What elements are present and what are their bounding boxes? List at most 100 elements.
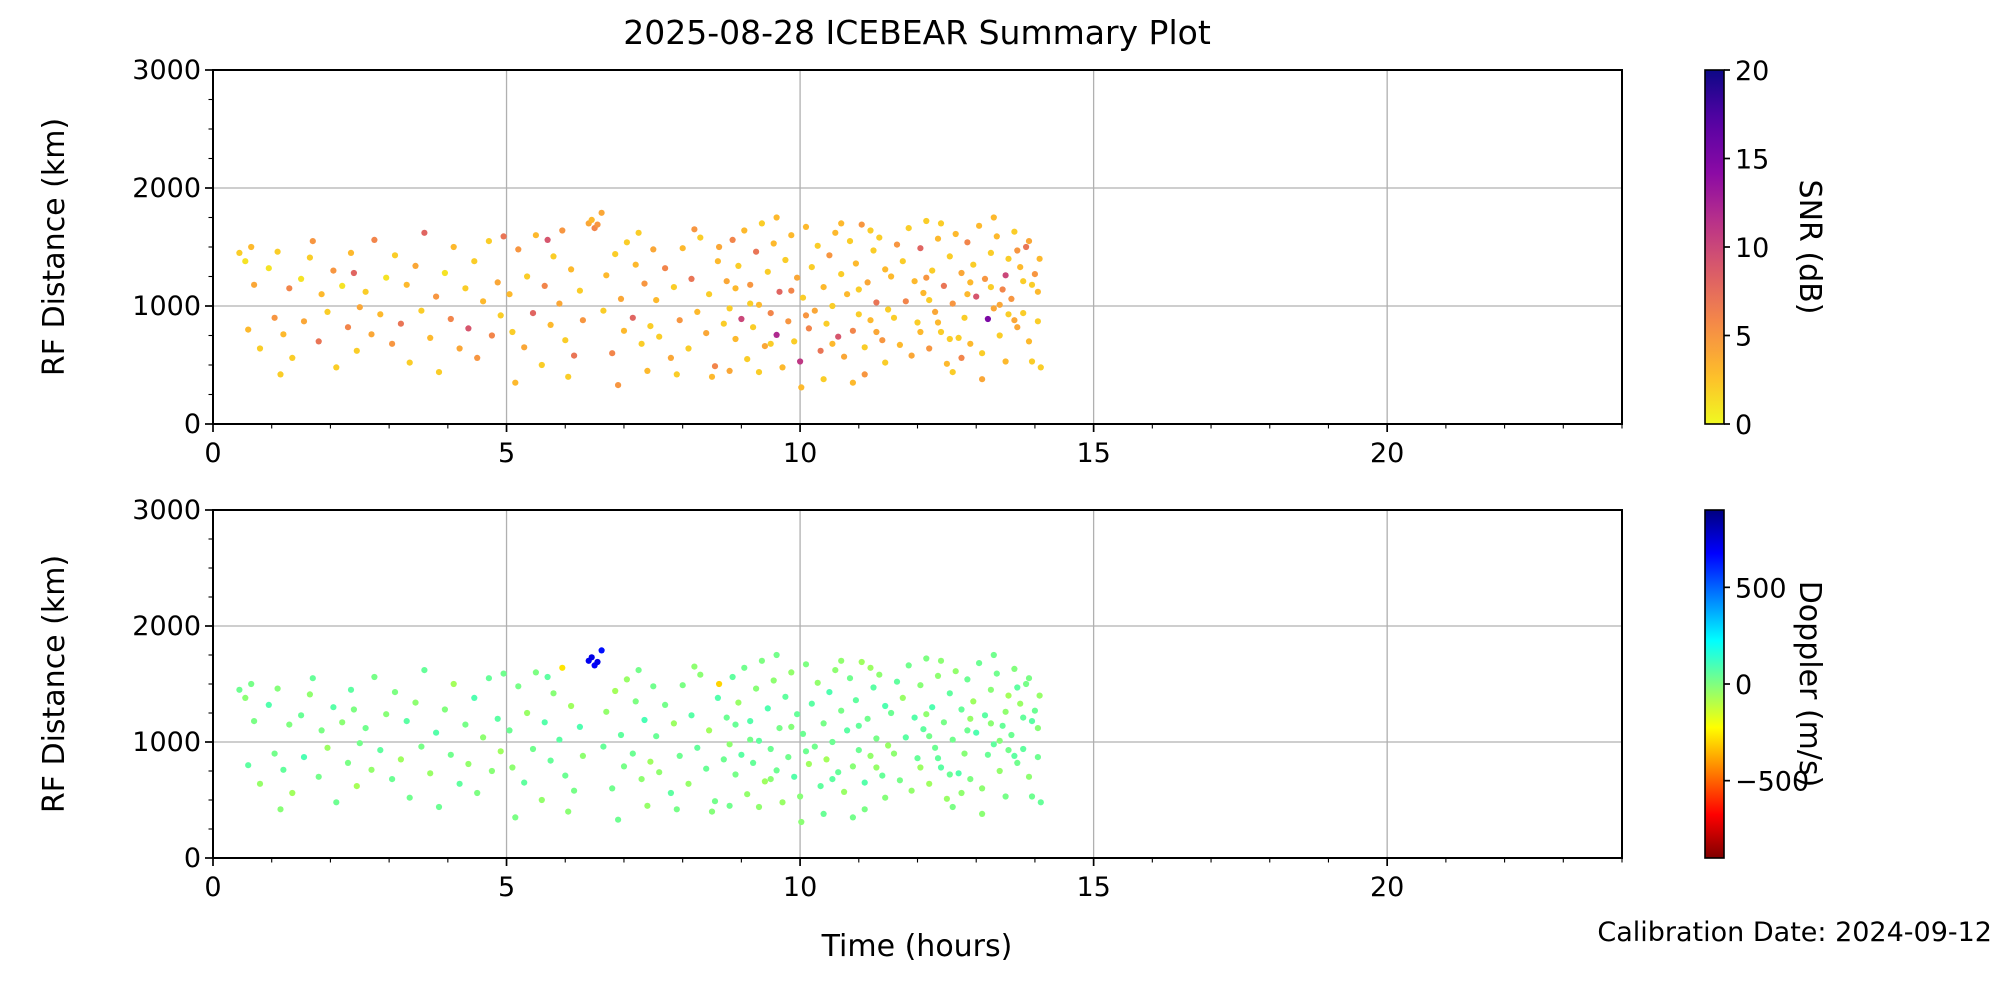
scatter-point	[362, 288, 369, 295]
scatter-point	[923, 711, 930, 718]
scatter-point	[858, 658, 865, 666]
scatter-point	[952, 230, 959, 238]
scatter-point	[817, 783, 824, 790]
scatter-point	[1028, 718, 1036, 725]
scatter-point	[870, 247, 877, 254]
scatter-point	[758, 220, 766, 227]
scatter-point	[356, 304, 363, 311]
scatter-point	[1023, 680, 1030, 688]
scatter-point	[747, 300, 754, 307]
colorbar-label-doppler: Doppler (m/s)	[1792, 581, 1827, 788]
scatter-point	[802, 312, 810, 319]
scatter-point	[274, 685, 281, 692]
scatter-point	[820, 720, 827, 727]
scatter-point	[861, 806, 868, 813]
scatter-point	[870, 684, 877, 691]
scatter-point	[1005, 311, 1012, 318]
scatter-point	[934, 672, 942, 680]
scatter-point	[441, 269, 448, 277]
scatter-point	[711, 363, 719, 370]
scatter-point	[441, 706, 448, 713]
scatter-point	[849, 379, 857, 386]
scatter-point	[691, 226, 698, 233]
scatter-point	[835, 333, 842, 340]
scatter-point	[629, 750, 636, 757]
scatter-point	[940, 719, 948, 726]
scatter-point	[937, 764, 945, 771]
scatter-point	[623, 239, 631, 246]
scatter-point	[670, 720, 678, 727]
scatter-point	[265, 265, 272, 272]
scatter-point	[598, 647, 605, 654]
scatter-point	[720, 320, 727, 327]
scatter-point	[532, 669, 540, 676]
scatter-point	[726, 741, 733, 748]
colorbar-tick-label: 0	[1735, 670, 1752, 701]
scatter-point	[538, 796, 545, 804]
scatter-point	[958, 706, 965, 713]
scatter-point	[485, 675, 492, 682]
scatter-point	[541, 719, 548, 726]
y-tick-label: 1000	[132, 291, 201, 322]
scatter-point	[306, 691, 313, 698]
scatter-point	[462, 285, 469, 292]
scatter-point	[1020, 310, 1027, 317]
scatter-point	[418, 307, 425, 314]
scatter-point	[844, 727, 851, 734]
scatter-point	[1002, 358, 1009, 365]
scatter-point	[1011, 228, 1018, 235]
scatter-point	[309, 675, 316, 682]
scatter-point	[899, 694, 906, 702]
scatter-point	[371, 236, 378, 243]
scatter-point	[571, 352, 578, 359]
scatter-point	[1036, 255, 1043, 262]
scatter-point	[1028, 358, 1036, 365]
scatter-point	[617, 295, 625, 302]
scatter-point	[330, 267, 337, 274]
scatter-point	[964, 291, 971, 298]
scatter-point	[306, 254, 313, 261]
colorbar-bar	[1704, 69, 1725, 425]
scatter-point	[908, 787, 915, 794]
scatter-point	[344, 759, 352, 767]
scatter-point	[347, 249, 355, 256]
scatter-point	[814, 242, 821, 249]
scatter-point	[524, 273, 531, 280]
scatter-point	[271, 750, 278, 757]
scatter-point	[981, 275, 989, 282]
scatter-point	[882, 266, 889, 273]
scatter-point	[500, 670, 507, 677]
scatter-point	[559, 227, 566, 234]
scatter-point	[515, 683, 522, 690]
scatter-point	[251, 281, 258, 288]
scatter-point	[902, 298, 909, 305]
scatter-point	[1017, 264, 1024, 271]
scatter-point	[1031, 271, 1038, 278]
scatter-point	[676, 752, 683, 760]
scatter-point	[694, 744, 701, 751]
scatter-point	[932, 744, 939, 751]
colorbar-tick-label: 5	[1735, 322, 1752, 353]
scatter-point	[838, 657, 845, 664]
scatter-point	[685, 780, 692, 787]
scatter-point	[823, 756, 830, 763]
y-axis-label-bottom: RF Distance (km)	[37, 555, 72, 813]
scatter-point	[917, 682, 924, 689]
scatter-point	[873, 764, 880, 771]
scatter-point	[846, 675, 854, 682]
scatter-point	[251, 718, 258, 725]
scatter-point	[767, 340, 774, 347]
scatter-point	[245, 762, 252, 769]
scatter-point	[946, 771, 953, 778]
scatter-point	[723, 278, 730, 285]
scatter-point	[855, 286, 862, 293]
scatter-point	[421, 667, 428, 674]
scatter-point	[949, 369, 956, 376]
scatter-point	[849, 763, 857, 770]
scatter-point	[984, 315, 992, 323]
scatter-point	[794, 711, 801, 718]
scatter-point	[371, 673, 378, 681]
scatter-point	[471, 258, 478, 265]
x-tick-label: 10	[783, 438, 817, 469]
scatter-point	[844, 291, 851, 298]
